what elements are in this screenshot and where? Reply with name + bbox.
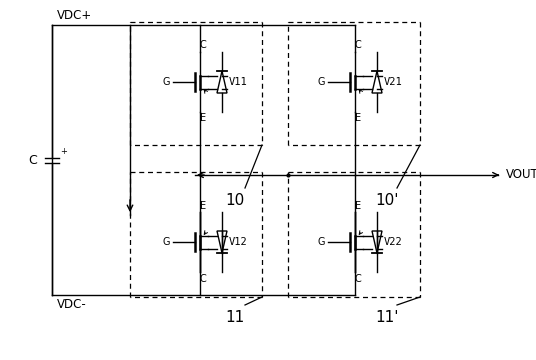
Text: C: C xyxy=(355,40,361,50)
Text: 11': 11' xyxy=(375,310,399,325)
Text: 10': 10' xyxy=(375,193,399,208)
Text: VDC+: VDC+ xyxy=(57,9,92,22)
Text: +: + xyxy=(60,147,67,156)
Text: E: E xyxy=(200,201,206,211)
Text: C: C xyxy=(199,40,206,50)
Text: 10: 10 xyxy=(225,193,244,208)
Text: VDC-: VDC- xyxy=(57,298,87,311)
Text: G: G xyxy=(317,237,325,247)
Text: C: C xyxy=(355,274,361,284)
Text: V22: V22 xyxy=(384,237,403,247)
Text: G: G xyxy=(162,237,170,247)
Text: V12: V12 xyxy=(229,237,248,247)
Text: G: G xyxy=(317,77,325,87)
Text: V11: V11 xyxy=(229,77,248,87)
Text: G: G xyxy=(162,77,170,87)
Text: VOUT: VOUT xyxy=(506,168,536,181)
Text: C: C xyxy=(199,274,206,284)
Text: E: E xyxy=(200,113,206,123)
Text: V21: V21 xyxy=(384,77,403,87)
Text: E: E xyxy=(355,113,361,123)
Text: E: E xyxy=(355,201,361,211)
Text: C: C xyxy=(28,153,37,166)
Text: 11: 11 xyxy=(225,310,244,325)
